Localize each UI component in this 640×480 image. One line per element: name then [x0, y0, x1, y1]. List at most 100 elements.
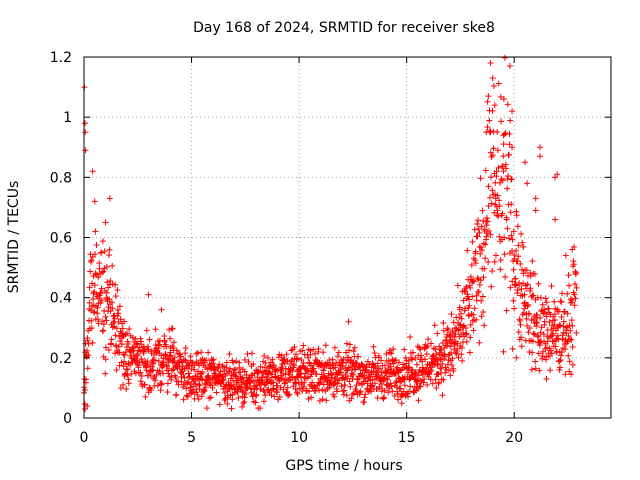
data-point — [257, 363, 264, 370]
data-point — [440, 319, 447, 326]
data-point — [359, 381, 366, 388]
data-point — [304, 366, 311, 373]
data-point — [159, 370, 166, 377]
data-point — [296, 370, 303, 377]
data-point — [405, 358, 412, 365]
data-point — [84, 365, 91, 372]
data-point — [471, 278, 478, 285]
data-point — [466, 296, 473, 303]
data-point — [503, 165, 510, 172]
data-point — [128, 370, 135, 377]
data-point — [433, 351, 440, 358]
data-point — [463, 283, 470, 290]
data-point — [117, 385, 124, 392]
data-point — [361, 374, 368, 381]
data-point — [485, 259, 492, 266]
data-point — [209, 384, 216, 391]
data-point — [319, 396, 326, 403]
data-point — [315, 346, 322, 353]
data-point — [239, 388, 246, 395]
data-point — [110, 320, 117, 327]
data-point — [413, 361, 420, 368]
data-point — [247, 386, 254, 393]
data-point — [211, 363, 218, 370]
data-point — [93, 242, 100, 249]
data-point — [118, 359, 125, 366]
data-point — [103, 263, 110, 270]
data-point — [280, 356, 287, 363]
data-point — [262, 392, 269, 399]
data-point — [284, 384, 291, 391]
data-point — [236, 359, 243, 366]
data-point — [305, 354, 312, 361]
data-point — [152, 377, 159, 384]
data-point — [370, 368, 377, 375]
data-point — [473, 297, 480, 304]
data-point — [99, 269, 106, 276]
data-point — [438, 365, 445, 372]
data-point — [487, 174, 494, 181]
data-point — [401, 346, 408, 353]
data-point — [346, 378, 353, 385]
data-point — [507, 117, 514, 124]
data-point — [173, 347, 180, 354]
data-point — [307, 347, 314, 354]
data-point — [489, 152, 496, 159]
data-point — [356, 364, 363, 371]
data-point — [156, 341, 163, 348]
data-point — [125, 340, 132, 347]
data-point — [353, 360, 360, 367]
data-point — [241, 368, 248, 375]
data-point — [262, 359, 269, 366]
data-point — [446, 331, 453, 338]
data-point — [137, 378, 144, 385]
data-point — [271, 367, 278, 374]
data-point — [348, 395, 355, 402]
data-point — [429, 380, 436, 387]
data-point — [409, 349, 416, 356]
data-point — [470, 311, 477, 318]
data-point — [236, 364, 243, 371]
data-point — [480, 240, 487, 247]
data-point — [462, 325, 469, 332]
data-point — [119, 332, 126, 339]
data-point — [92, 251, 99, 258]
data-point — [392, 379, 399, 386]
data-point — [388, 383, 395, 390]
data-point — [476, 339, 483, 346]
data-point — [347, 383, 354, 390]
data-point — [505, 151, 512, 158]
data-point — [508, 201, 515, 208]
data-point — [165, 370, 172, 377]
data-point — [99, 318, 106, 325]
data-point — [148, 387, 155, 394]
data-point — [203, 405, 210, 412]
data-point — [478, 247, 485, 254]
data-point — [500, 96, 507, 103]
data-point — [480, 309, 487, 316]
data-point — [82, 386, 89, 393]
data-point — [108, 336, 115, 343]
data-point — [143, 367, 150, 374]
data-point — [288, 347, 295, 354]
data-point — [98, 285, 105, 292]
data-point — [270, 385, 277, 392]
data-point — [343, 349, 350, 356]
data-point — [268, 392, 275, 399]
data-point — [294, 391, 301, 398]
data-point — [484, 218, 491, 225]
data-point — [253, 391, 260, 398]
data-point — [341, 387, 348, 394]
data-point — [415, 397, 422, 404]
data-point — [274, 382, 281, 389]
data-point — [313, 370, 320, 377]
data-point — [320, 381, 327, 388]
data-point — [456, 314, 463, 321]
data-point — [323, 397, 330, 404]
data-point — [436, 343, 443, 350]
data-point — [111, 315, 118, 322]
data-point — [452, 331, 459, 338]
data-point — [153, 371, 160, 378]
data-point — [343, 392, 350, 399]
data-point — [305, 368, 312, 375]
